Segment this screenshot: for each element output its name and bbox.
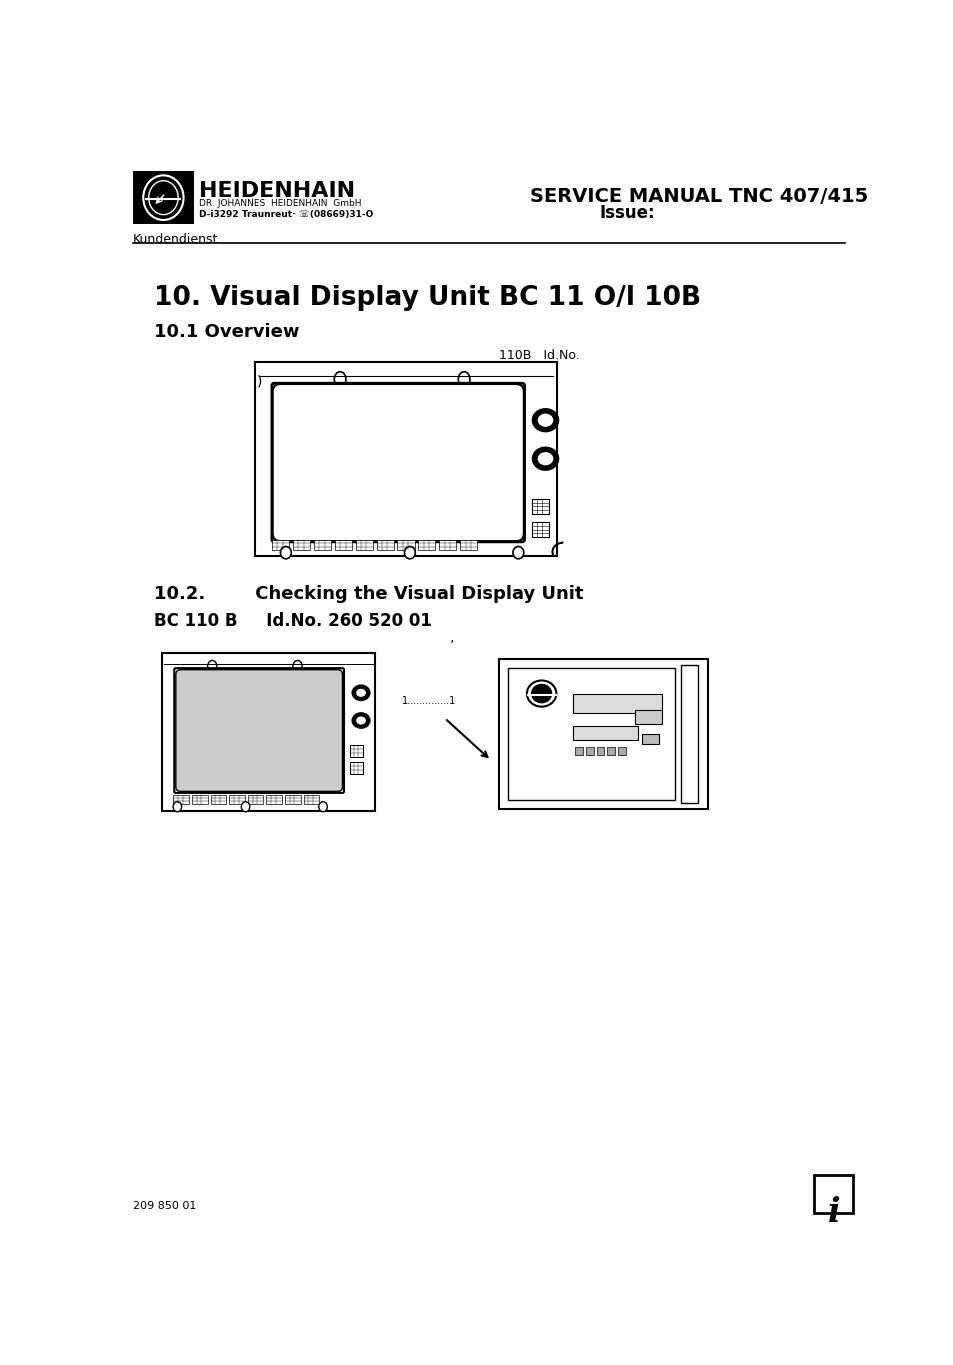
Bar (508, 667, 674, 800)
Bar (585, 748, 593, 755)
Text: HEIDENHAIN: HEIDENHAIN (199, 180, 355, 201)
Text: Issue:: Issue: (599, 203, 655, 222)
Ellipse shape (533, 410, 558, 431)
Bar (572, 693, 661, 713)
Bar (418, 539, 435, 550)
Bar (531, 498, 548, 515)
Bar (303, 796, 319, 804)
Bar (575, 748, 582, 755)
Bar (397, 539, 415, 550)
Text: SERVICE MANUAL TNC 407/415: SERVICE MANUAL TNC 407/415 (530, 187, 867, 206)
Bar (192, 796, 208, 804)
Bar (162, 652, 375, 811)
Text: 10.1 Overview: 10.1 Overview (154, 324, 299, 341)
Ellipse shape (513, 546, 523, 558)
Bar (618, 748, 625, 755)
Text: ): ) (257, 375, 262, 389)
Ellipse shape (172, 801, 181, 812)
Bar (350, 745, 363, 756)
Bar (531, 521, 548, 538)
Text: BC 110 B     Id.No. 260 520 01: BC 110 B Id.No. 260 520 01 (154, 612, 432, 629)
Bar (229, 796, 245, 804)
Ellipse shape (533, 448, 558, 470)
Bar (355, 539, 373, 550)
Bar (814, 1175, 852, 1213)
Bar (572, 726, 638, 740)
Bar (285, 796, 300, 804)
Text: 1..............1: 1..............1 (402, 696, 456, 706)
Ellipse shape (355, 688, 366, 698)
Text: 10.2.        Checking the Visual Display Unit: 10.2. Checking the Visual Display Unit (154, 586, 583, 603)
Bar (314, 539, 331, 550)
FancyBboxPatch shape (174, 667, 344, 793)
Ellipse shape (208, 661, 216, 673)
Bar (634, 711, 661, 725)
Ellipse shape (353, 685, 369, 700)
FancyBboxPatch shape (272, 384, 524, 542)
Bar (211, 796, 226, 804)
Text: DR  JOHANNES  HEIDENHAIN  GmbH: DR JOHANNES HEIDENHAIN GmbH (199, 199, 361, 209)
Bar (459, 539, 476, 550)
Ellipse shape (241, 801, 250, 812)
Bar (498, 659, 707, 809)
Ellipse shape (149, 180, 178, 214)
Bar (248, 796, 263, 804)
Bar (272, 539, 289, 550)
Bar (607, 748, 615, 755)
Bar (173, 796, 189, 804)
Bar (133, 172, 193, 224)
Text: 209 850 01: 209 850 01 (133, 1201, 196, 1211)
Text: ʼ: ʼ (450, 639, 455, 652)
Bar (335, 539, 352, 550)
Ellipse shape (537, 412, 554, 427)
Ellipse shape (334, 371, 346, 388)
Ellipse shape (293, 661, 302, 673)
Text: 10. Visual Display Unit BC 11 O/l 10B: 10. Visual Display Unit BC 11 O/l 10B (154, 285, 700, 311)
Bar (266, 796, 282, 804)
Text: 110B   Id.No.: 110B Id.No. (498, 348, 579, 362)
Ellipse shape (143, 175, 183, 220)
Ellipse shape (318, 801, 327, 812)
Ellipse shape (526, 681, 556, 707)
Bar (596, 748, 604, 755)
Bar (293, 539, 310, 550)
Ellipse shape (280, 546, 291, 558)
FancyBboxPatch shape (273, 384, 523, 541)
Bar (254, 363, 557, 557)
Text: Kundendienst: Kundendienst (133, 233, 218, 246)
Ellipse shape (457, 371, 470, 388)
Bar (439, 539, 456, 550)
Ellipse shape (353, 713, 369, 728)
Bar (641, 734, 659, 744)
Ellipse shape (404, 546, 415, 558)
FancyBboxPatch shape (175, 670, 342, 792)
Ellipse shape (531, 684, 551, 703)
Text: D-i3292 Traunreut· ☏(08669)31-O: D-i3292 Traunreut· ☏(08669)31-O (199, 210, 373, 218)
Bar (680, 665, 698, 803)
Bar (350, 762, 363, 774)
Ellipse shape (537, 452, 554, 465)
Text: i: i (826, 1196, 840, 1228)
Ellipse shape (355, 715, 366, 725)
Bar (376, 539, 394, 550)
